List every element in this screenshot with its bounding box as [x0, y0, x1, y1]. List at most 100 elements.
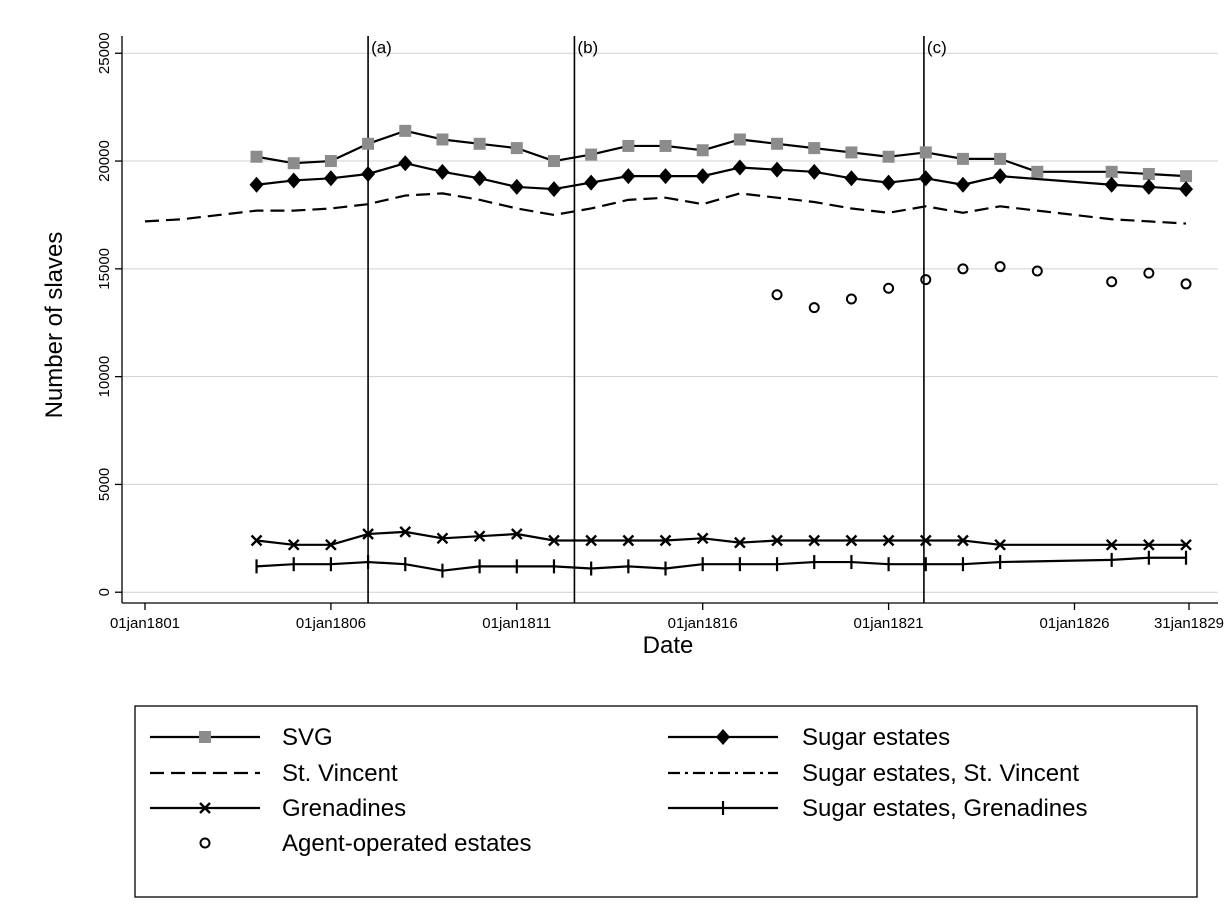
- point-diamond: [716, 729, 730, 745]
- point-diamond: [955, 176, 970, 193]
- x-tick-label: 01jan1811: [482, 615, 551, 632]
- point-circle: [808, 302, 820, 314]
- point-circle: [957, 263, 969, 275]
- point-x: [473, 530, 486, 543]
- point-square: [956, 152, 969, 165]
- legend-label: St. Vincent: [282, 760, 398, 787]
- point-x: [250, 534, 263, 547]
- point-square: [1180, 170, 1193, 183]
- point-x: [199, 802, 211, 814]
- point-square: [659, 139, 672, 152]
- point-circle: [771, 289, 783, 301]
- point-square: [250, 150, 263, 163]
- point-diamond: [918, 170, 933, 187]
- point-circle: [1143, 267, 1155, 279]
- reference-line-label: (a): [371, 38, 392, 57]
- point-diamond: [770, 161, 785, 178]
- point-x: [548, 534, 560, 547]
- reference-line-label: (c): [927, 38, 947, 57]
- point-x: [994, 538, 1006, 551]
- point-square: [808, 142, 821, 155]
- point-square: [882, 150, 895, 163]
- series-line: [256, 129, 1187, 178]
- point-square: [436, 133, 449, 146]
- point-x: [845, 534, 858, 547]
- axes: 0 5000 10000 15000 20000 25000 01jan1801 01jan1…: [96, 32, 1224, 632]
- point-circle: [1180, 278, 1192, 290]
- point-x: [957, 534, 969, 547]
- x-tick-label: 01jan1826: [1039, 615, 1109, 632]
- point-x: [622, 534, 635, 547]
- point-circle: [1106, 276, 1118, 288]
- point-circle: [883, 282, 895, 294]
- point-x: [362, 528, 374, 540]
- point-square: [547, 155, 560, 168]
- x-axis-title: Date: [643, 632, 694, 659]
- series-line: [256, 162, 1187, 191]
- legend-box: [134, 705, 1198, 898]
- point-diamond: [435, 163, 450, 180]
- point-square: [362, 137, 375, 150]
- point-x: [287, 538, 300, 551]
- legend: SVG Sugar estates St. Vincent Sugar estates…: [134, 705, 1198, 898]
- point-diamond: [732, 159, 747, 176]
- point-x: [919, 534, 932, 547]
- point-square: [287, 157, 300, 170]
- series-line: [256, 530, 1187, 546]
- point-diamond: [1104, 176, 1119, 193]
- point-diamond: [361, 165, 376, 182]
- point-diamond: [881, 174, 896, 191]
- point-diamond: [695, 168, 710, 185]
- point-square: [994, 152, 1007, 165]
- point-square: [1031, 165, 1044, 178]
- point-x: [1105, 538, 1118, 551]
- point-x: [436, 532, 449, 545]
- point-square: [771, 137, 784, 150]
- point-circle: [920, 274, 932, 286]
- point-diamond: [807, 163, 822, 180]
- y-tick-label: 15000: [96, 248, 113, 290]
- legend-label: Agent-operated estates: [282, 830, 532, 857]
- point-x: [734, 536, 746, 549]
- point-circle: [994, 261, 1006, 273]
- reference-line-label: (b): [577, 38, 598, 57]
- point-square: [399, 124, 412, 137]
- legend-label: Sugar estates, Grenadines: [802, 795, 1088, 822]
- point-x: [399, 526, 412, 538]
- x-tick-label: 01jan1821: [854, 615, 924, 632]
- point-diamond: [472, 170, 487, 187]
- point-x: [585, 534, 598, 547]
- point-diamond: [249, 176, 264, 193]
- point-circle: [199, 837, 211, 849]
- series-line: [144, 192, 1187, 225]
- point-diamond: [509, 178, 524, 195]
- point-square: [324, 155, 337, 168]
- point-diamond: [1179, 181, 1194, 198]
- point-diamond: [658, 168, 673, 185]
- point-square: [733, 133, 746, 146]
- y-tick-label: 20000: [96, 140, 113, 182]
- y-axis-title: Number of slaves: [41, 232, 68, 419]
- point-square: [473, 137, 486, 150]
- point-square: [919, 146, 932, 159]
- x-tick-label: 31jan1829: [1154, 615, 1224, 632]
- point-diamond: [398, 155, 413, 172]
- point-x: [882, 534, 895, 547]
- point-square: [510, 142, 523, 155]
- point-x: [325, 538, 337, 551]
- series-line: [256, 556, 1187, 572]
- point-circle: [845, 293, 857, 305]
- point-square: [696, 144, 709, 157]
- point-square: [585, 148, 598, 161]
- legend-label: SVG: [282, 724, 333, 751]
- legend-label: Sugar estates, St. Vincent: [802, 760, 1079, 787]
- point-circle: [1031, 265, 1043, 277]
- series-layer: [144, 124, 1194, 578]
- x-tick-label: 01jan1806: [296, 615, 366, 632]
- y-tick-label: 5000: [96, 468, 113, 501]
- point-diamond: [844, 170, 859, 187]
- y-tick-label: 25000: [96, 32, 113, 74]
- point-square: [199, 731, 211, 743]
- grid-layer: [122, 52, 1218, 593]
